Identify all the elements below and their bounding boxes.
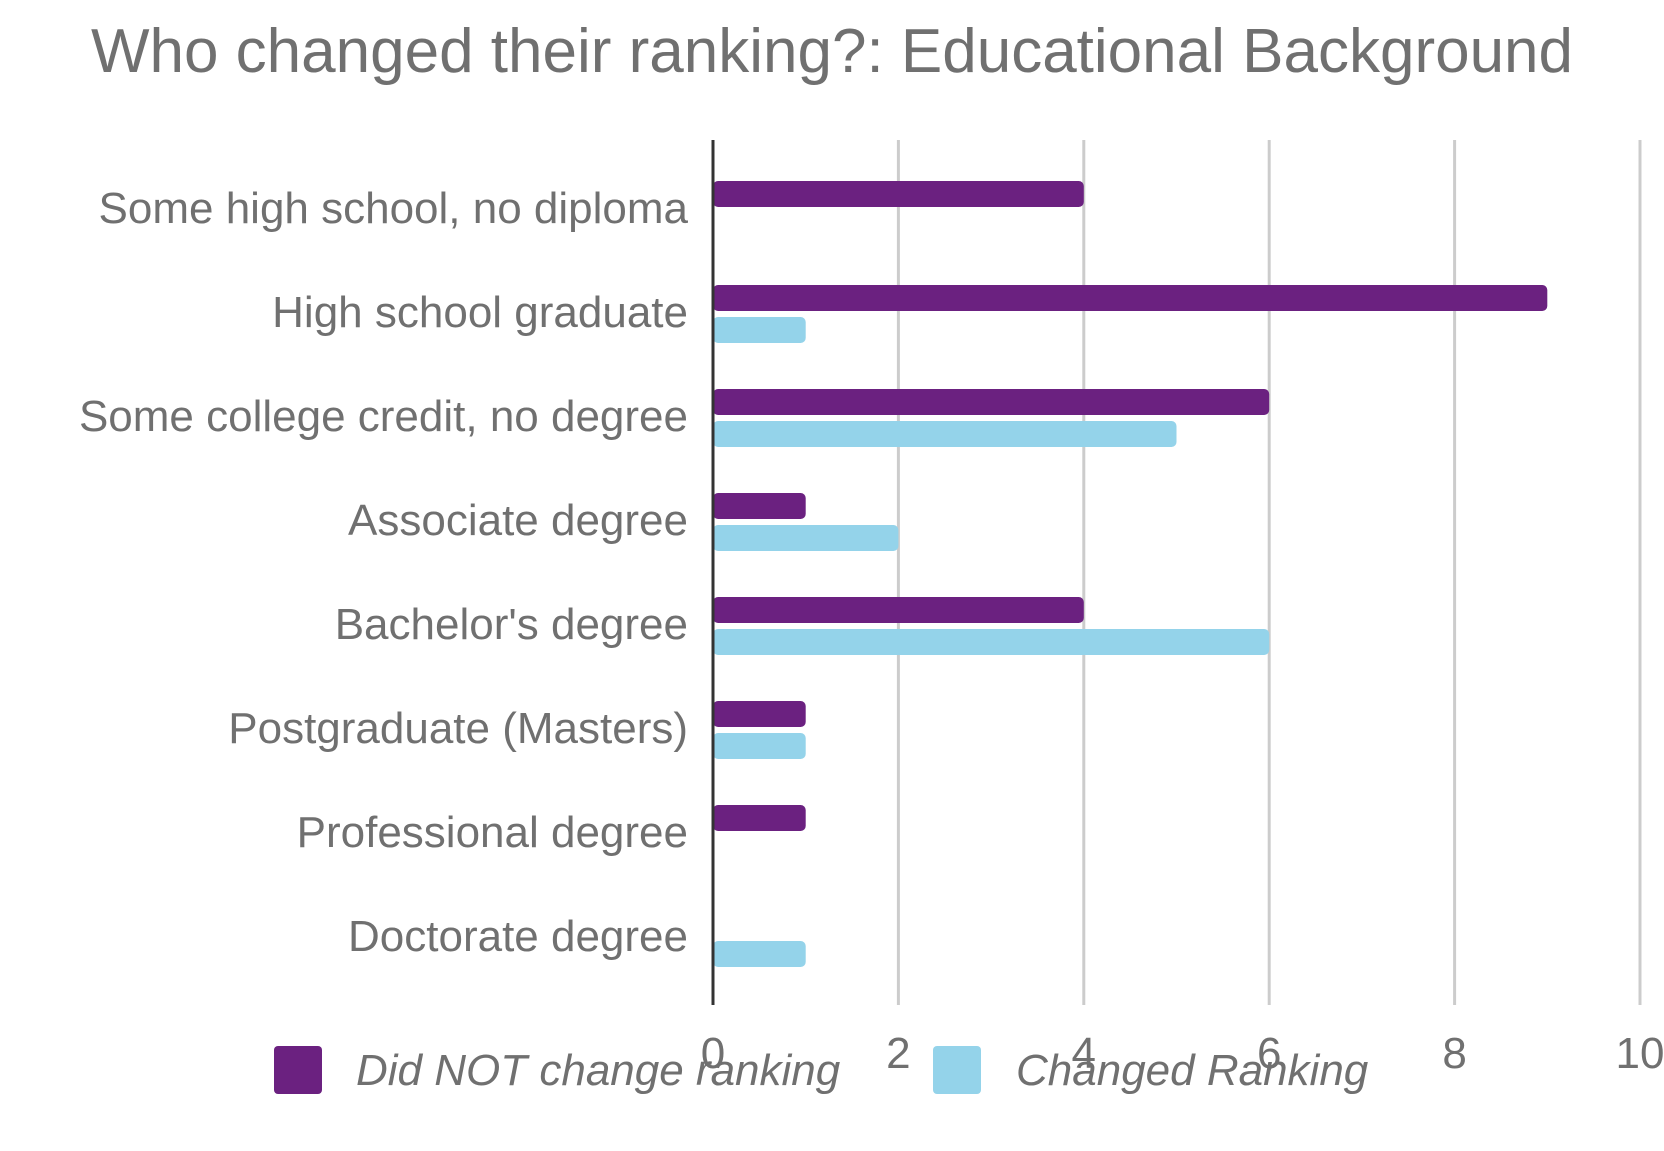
chart-title: Who changed their ranking?: Educational … — [91, 17, 1573, 86]
category-label: Professional degree — [297, 808, 688, 857]
x-tick-label: 10 — [1616, 1029, 1664, 1078]
category-label: Some high school, no diploma — [99, 184, 689, 233]
x-tick-labels: 0 2 4 6 8 10 — [701, 1029, 1664, 1078]
bar-changed — [713, 317, 806, 343]
bar-changed — [713, 941, 806, 967]
bar-did-not-change — [713, 493, 806, 519]
category-label: Some college credit, no degree — [79, 392, 688, 441]
bar-did-not-change — [713, 285, 1548, 311]
bar-changed — [713, 733, 806, 759]
legend: Did NOT change ranking Changed Ranking — [274, 1046, 1369, 1095]
x-tick-label: 6 — [1257, 1029, 1281, 1078]
category-labels: Some high school, no diploma High school … — [79, 184, 689, 961]
category-label: Associate degree — [348, 496, 688, 545]
bar-changed — [713, 525, 899, 551]
x-tick-label: 0 — [701, 1029, 725, 1078]
legend-label: Did NOT change ranking — [356, 1046, 841, 1095]
x-tick-label: 4 — [1072, 1029, 1096, 1078]
bar-did-not-change — [713, 805, 806, 831]
legend-swatch — [933, 1046, 981, 1094]
bar-changed — [713, 421, 1177, 447]
bar-did-not-change — [713, 701, 806, 727]
grid-lines — [896, 140, 1642, 1005]
legend-swatch — [274, 1046, 322, 1094]
bar-changed — [713, 629, 1270, 655]
category-label: Postgraduate (Masters) — [228, 704, 688, 753]
x-tick-label: 8 — [1442, 1029, 1466, 1078]
bars — [713, 181, 1548, 967]
category-label: Doctorate degree — [348, 912, 688, 961]
category-label: High school graduate — [272, 288, 688, 337]
category-label: Bachelor's degree — [335, 600, 688, 649]
bar-did-not-change — [713, 389, 1270, 415]
legend-label: Changed Ranking — [1016, 1046, 1369, 1095]
bar-did-not-change — [713, 181, 1084, 207]
x-tick-label: 2 — [886, 1029, 910, 1078]
bar-did-not-change — [713, 597, 1084, 623]
